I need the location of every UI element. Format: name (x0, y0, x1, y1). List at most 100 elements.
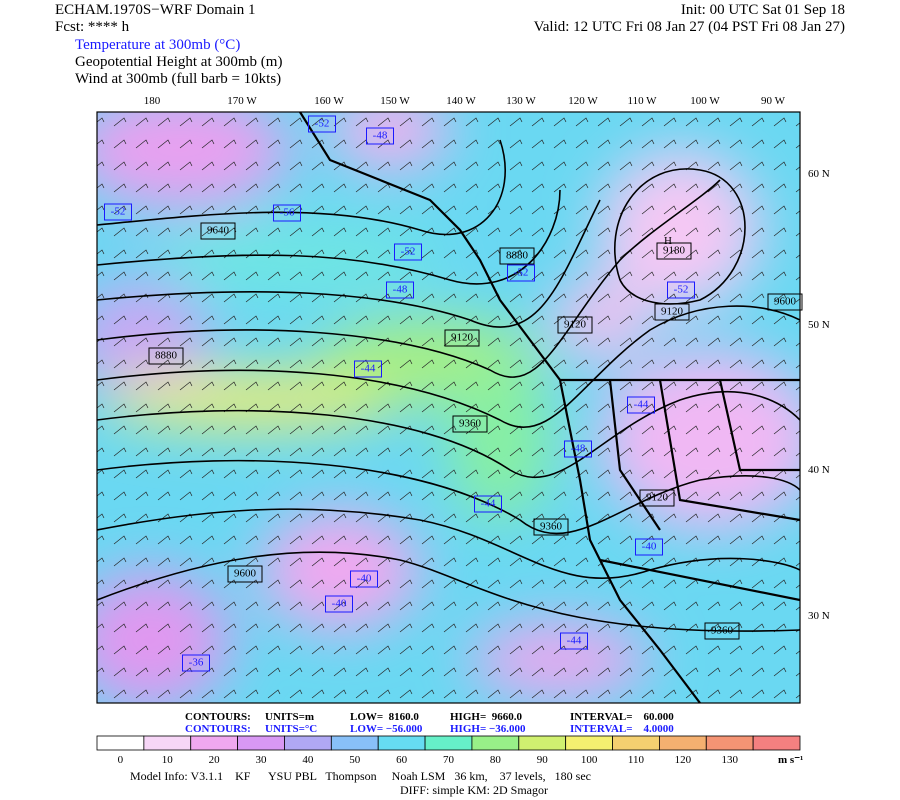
contour-label-box (627, 396, 655, 414)
field-temperature: Temperature at 300mb (°C) (75, 37, 241, 53)
model-info: Model Info: V3.1.1 KF YSU PBL Thompson N… (130, 769, 591, 783)
init-time: Init: 00 UTC Sat 01 Sep 18 (680, 2, 845, 18)
longitude-label: 160 W (314, 95, 344, 107)
contour-info-item: INTERVAL= 60.000 (570, 711, 674, 723)
contour-label-box (366, 127, 394, 145)
contour-info-item: UNITS=m (265, 711, 315, 723)
contour-info-item: LOW= 8160.0 (350, 711, 419, 723)
longitude-label: 130 W (506, 95, 536, 107)
longitude-label: 140 W (446, 95, 476, 107)
colorbar-swatch (190, 735, 239, 751)
contour-label-box (507, 264, 535, 282)
contour-label: 9360 (540, 521, 563, 533)
latitude-label: 40 N (808, 464, 830, 476)
contour-label-box (104, 203, 132, 221)
contour-label: 8880 (506, 250, 529, 262)
contour-label-box (639, 489, 675, 507)
colorbar-swatch (377, 735, 426, 751)
contour-label: -40 (642, 541, 657, 553)
model-title: ECHAM.1970S−WRF Domain 1 (55, 2, 256, 18)
colorbar-swatch (237, 735, 285, 751)
longitude-label: 150 W (380, 95, 410, 107)
contour-label: -52 (315, 118, 330, 130)
contour-info-item: CONTOURS: (185, 711, 251, 723)
contour-info-item: INTERVAL= 4.0000 (570, 723, 674, 735)
contour-label: 9120 (646, 492, 669, 504)
colorbar-tick-label: 0 (118, 754, 124, 766)
contour-label: 9600 (234, 568, 257, 580)
contour-label-box (557, 316, 593, 334)
colorbar-tick-label: 110 (628, 754, 645, 766)
contour-label-box (452, 415, 488, 433)
colorbar-tick-label: 30 (256, 754, 268, 766)
contour-label-box (148, 347, 184, 365)
contour-label-box (654, 303, 690, 321)
contour-label-box (394, 243, 422, 261)
contour-label: -56 (280, 207, 295, 219)
colorbar-swatch (659, 735, 707, 751)
contour-label: -48 (393, 284, 408, 296)
contour-label: -44 (361, 363, 376, 375)
contour-label-box (325, 595, 353, 613)
longitude-label: 170 W (227, 95, 257, 107)
contour-label-box (386, 281, 414, 299)
contour-label: 9180 (663, 245, 686, 257)
colorbar-tick-label: 60 (396, 754, 408, 766)
contour-label-box (667, 281, 695, 299)
contour-label: 9600 (774, 296, 797, 308)
colorbar-swatch (143, 735, 192, 751)
contour-label-box (354, 360, 382, 378)
contour-label: 9360 (459, 418, 482, 430)
longitude-label: 120 W (568, 95, 598, 107)
colorbar-tick-label: 100 (581, 754, 598, 766)
contour-label-box (564, 440, 592, 458)
colorbar-tick-label: 80 (490, 754, 502, 766)
colorbar-swatch (471, 735, 520, 751)
field-height: Geopotential Height at 300mb (m) (75, 54, 283, 70)
colorbar-tick-label: 10 (162, 754, 174, 766)
contour-info-item: LOW= −56.000 (350, 723, 423, 735)
contour-label: 9120 (564, 319, 587, 331)
longitude-label: 100 W (690, 95, 720, 107)
map-field (97, 112, 800, 703)
colorbar-tick-label: 40 (302, 754, 314, 766)
contour-label: -52 (401, 246, 416, 258)
longitude-label: 90 W (761, 95, 786, 107)
colorbar-tick-label: 20 (209, 754, 221, 766)
contour-label-box (308, 115, 336, 133)
contour-label: -48 (373, 130, 388, 142)
longitude-label: 110 W (627, 95, 657, 107)
contour-label: 9120 (661, 306, 684, 318)
colorbar-swatch (612, 735, 660, 751)
contour-label: -52 (514, 267, 529, 279)
contour-label: 9360 (711, 625, 734, 637)
contour-label-box (273, 204, 301, 222)
field-wind: Wind at 300mb (full barb = 10kts) (75, 71, 282, 87)
contour-label: -52 (674, 284, 689, 296)
contour-label: 9640 (207, 225, 230, 237)
model-diff: DIFF: simple KM: 2D Smagor (400, 783, 549, 797)
contour-label: -44 (634, 399, 649, 411)
contour-label: -44 (567, 635, 582, 647)
colorbar-tick-label: 70 (443, 754, 455, 766)
contour-info-item: HIGH= −36.000 (450, 723, 526, 735)
contour-label: -36 (189, 657, 204, 669)
colorbar-tick-label: 90 (537, 754, 549, 766)
contour-label-box (767, 293, 803, 311)
contour-label: -40 (357, 573, 372, 585)
forecast-hour: Fcst: **** h (55, 19, 130, 35)
map-frame (96, 111, 801, 704)
colorbar-tick-label: 130 (721, 754, 738, 766)
colorbar-swatch (752, 735, 801, 751)
latitude-label: 50 N (808, 319, 830, 331)
contour-label: -40 (332, 598, 347, 610)
contour-label-box (444, 329, 480, 347)
contour-label-box (182, 654, 210, 672)
high-marker: H (664, 235, 672, 247)
colorbar-tick-label: 50 (349, 754, 361, 766)
contour-label-box (227, 565, 263, 583)
contour-label-box (656, 242, 692, 260)
contour-label-box (704, 622, 740, 640)
